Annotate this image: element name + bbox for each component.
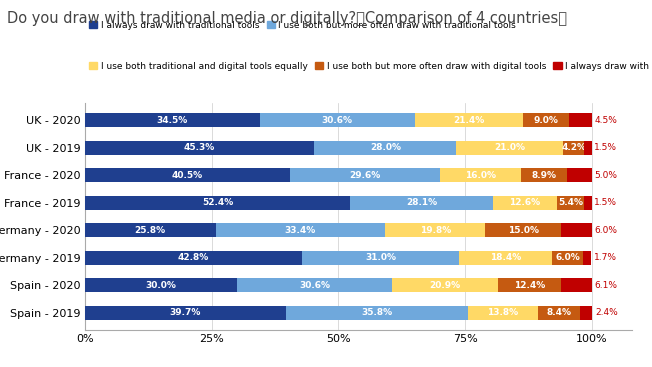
Text: 35.8%: 35.8%	[361, 308, 393, 317]
Bar	[567, 168, 592, 182]
Text: 6.1%: 6.1%	[595, 281, 617, 290]
Bar	[563, 141, 584, 155]
Bar	[85, 223, 216, 237]
Bar	[552, 251, 583, 265]
Text: 6.0%: 6.0%	[595, 226, 617, 235]
Text: 18.4%: 18.4%	[490, 253, 522, 262]
Bar	[85, 113, 259, 127]
Bar	[314, 141, 456, 155]
Text: 1.5%: 1.5%	[595, 198, 617, 207]
Bar	[561, 278, 592, 292]
Text: 5.0%: 5.0%	[595, 171, 617, 180]
Bar	[524, 113, 569, 127]
Text: 2.4%: 2.4%	[595, 308, 617, 317]
Bar	[216, 223, 385, 237]
Bar	[286, 306, 467, 320]
Bar	[440, 168, 522, 182]
Bar	[561, 223, 592, 237]
Bar	[85, 141, 314, 155]
Text: 8.9%: 8.9%	[531, 171, 556, 180]
Text: 25.8%: 25.8%	[134, 226, 166, 235]
Bar	[259, 113, 415, 127]
Bar	[538, 306, 580, 320]
Text: 42.8%: 42.8%	[177, 253, 209, 262]
Bar	[85, 196, 351, 210]
Text: 28.1%: 28.1%	[406, 198, 437, 207]
Text: 15.0%: 15.0%	[508, 226, 539, 235]
Text: 40.5%: 40.5%	[172, 171, 203, 180]
Text: 4.5%: 4.5%	[595, 116, 617, 125]
Bar	[85, 251, 302, 265]
Legend: I use both traditional and digital tools equally, I use both but more often draw: I use both traditional and digital tools…	[89, 62, 652, 71]
Text: 12.6%: 12.6%	[509, 198, 541, 207]
Text: 39.7%: 39.7%	[170, 308, 201, 317]
Text: 21.4%: 21.4%	[454, 116, 485, 125]
Text: 12.4%: 12.4%	[514, 281, 545, 290]
Bar	[580, 306, 593, 320]
Text: 20.9%: 20.9%	[430, 281, 460, 290]
Text: 1.5%: 1.5%	[595, 143, 617, 152]
Text: 6.0%: 6.0%	[555, 253, 580, 262]
Text: Do you draw with traditional media or digitally?（Comparison of 4 countries）: Do you draw with traditional media or di…	[7, 11, 567, 26]
Text: 52.4%: 52.4%	[202, 198, 233, 207]
Text: 16.0%: 16.0%	[466, 171, 496, 180]
Text: 8.4%: 8.4%	[546, 308, 571, 317]
Text: 21.0%: 21.0%	[494, 143, 526, 152]
Text: 13.8%: 13.8%	[487, 308, 518, 317]
Text: 19.8%: 19.8%	[419, 226, 451, 235]
Text: 5.4%: 5.4%	[558, 198, 583, 207]
Text: 4.2%: 4.2%	[561, 143, 586, 152]
Text: 31.0%: 31.0%	[365, 253, 396, 262]
Text: 9.0%: 9.0%	[534, 116, 559, 125]
Bar	[583, 251, 591, 265]
Bar	[456, 141, 563, 155]
Bar	[557, 196, 584, 210]
Text: 34.5%: 34.5%	[156, 116, 188, 125]
Bar	[85, 278, 237, 292]
Bar	[351, 196, 493, 210]
Bar	[85, 168, 290, 182]
Bar	[485, 223, 561, 237]
Bar	[459, 251, 552, 265]
Bar	[290, 168, 440, 182]
Bar	[415, 113, 524, 127]
Bar	[522, 168, 567, 182]
Bar	[584, 141, 592, 155]
Text: 33.4%: 33.4%	[285, 226, 316, 235]
Bar	[584, 196, 592, 210]
Text: 45.3%: 45.3%	[184, 143, 215, 152]
Bar	[237, 278, 392, 292]
Text: 30.0%: 30.0%	[145, 281, 176, 290]
Text: 30.6%: 30.6%	[322, 116, 353, 125]
Text: 29.6%: 29.6%	[349, 171, 381, 180]
Text: 28.0%: 28.0%	[370, 143, 401, 152]
Bar	[302, 251, 459, 265]
Bar	[392, 278, 498, 292]
Text: 30.6%: 30.6%	[299, 281, 330, 290]
Bar	[493, 196, 557, 210]
Bar	[385, 223, 485, 237]
Text: 1.7%: 1.7%	[594, 253, 617, 262]
Bar	[85, 306, 286, 320]
Bar	[569, 113, 592, 127]
Bar	[498, 278, 561, 292]
Bar	[467, 306, 538, 320]
